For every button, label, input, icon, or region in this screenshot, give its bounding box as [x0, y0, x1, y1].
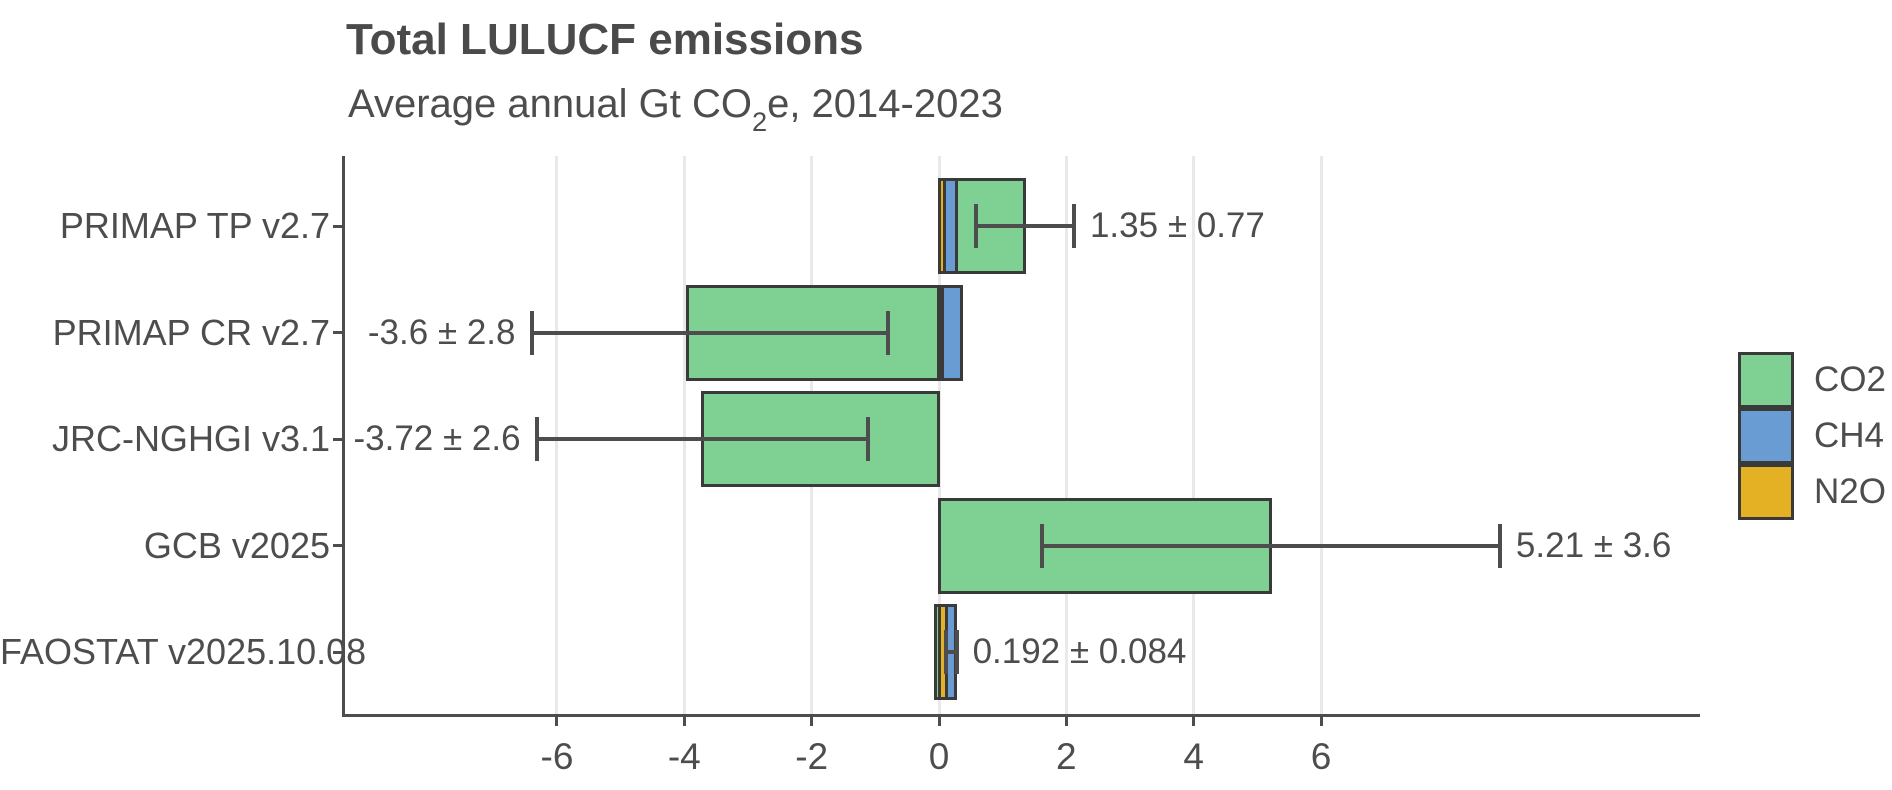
x-axis-tick-label: 2: [1056, 736, 1077, 777]
chart-subtitle: Average annual Gt CO2e, 2014-2023: [348, 82, 1003, 135]
x-axis-tick-label: 0: [928, 736, 950, 777]
y-axis-tick: [333, 544, 342, 547]
error-bar-cap: [886, 310, 891, 355]
gridline: [555, 156, 559, 715]
error-bar-cap: [954, 630, 959, 674]
error-bar-line: [1041, 543, 1500, 548]
subtitle-subscript: 2: [751, 105, 768, 137]
y-axis-tick: [333, 650, 342, 654]
error-bar-cap: [1039, 523, 1044, 568]
legend-swatch-co2: [1738, 352, 1794, 408]
x-axis-tick: [937, 717, 941, 726]
error-bar-line: [975, 224, 1074, 228]
y-axis-line: [342, 156, 345, 717]
y-axis-label: PRIMAP TP v2.7: [59, 205, 330, 246]
bar-segment-ch4: [941, 284, 963, 381]
error-bar-cap: [973, 204, 978, 248]
y-axis-label: GCB v2025: [143, 524, 330, 566]
x-axis-tick: [1319, 717, 1323, 726]
gridline: [682, 156, 686, 715]
error-bar-cap: [534, 417, 539, 461]
gridline: [1192, 156, 1196, 715]
chart-title: Total LULUCF emissions: [346, 15, 864, 64]
gridline: [1064, 156, 1068, 715]
x-axis-tick: [1192, 717, 1196, 726]
legend-label-n2o: N2O: [1814, 472, 1886, 511]
value-label: 1.35 ± 0.77: [1089, 206, 1265, 245]
legend-swatch-ch4: [1738, 408, 1794, 464]
error-bar-line: [945, 650, 957, 654]
x-axis-tick: [810, 717, 814, 726]
x-axis-tick-label: 4: [1183, 736, 1204, 777]
error-bar-cap: [1497, 523, 1502, 568]
subtitle-suffix: e, 2014-2023: [767, 82, 1003, 126]
y-axis-tick: [333, 331, 342, 334]
x-axis-tick: [682, 717, 686, 726]
legend-swatch-n2o: [1738, 464, 1794, 520]
legend-label-ch4: CH4: [1814, 416, 1885, 455]
bar-segment-co2: [933, 604, 941, 700]
y-axis-label: JRC-NGHGI v3.1: [51, 418, 330, 459]
y-axis-tick: [333, 224, 342, 228]
x-axis-tick-label: -6: [540, 736, 574, 777]
error-bar-cap: [865, 417, 870, 461]
x-axis-tick: [1064, 717, 1068, 726]
x-axis-tick: [555, 717, 559, 726]
y-axis-label: FAOSTAT v2025.10.08: [0, 631, 367, 672]
legend-label-co2: CO2: [1814, 360, 1886, 399]
value-label: -3.6 ± 2.8: [367, 312, 516, 352]
error-bar-cap: [1071, 204, 1076, 248]
x-axis-tick-label: -2: [795, 736, 829, 777]
x-axis-line: [342, 714, 1700, 717]
value-label: -3.72 ± 2.6: [353, 419, 521, 458]
error-bar-cap: [943, 630, 948, 674]
x-axis-tick-label: -4: [667, 736, 701, 777]
error-bar-line: [531, 330, 889, 335]
error-bar-line: [536, 437, 868, 441]
y-axis-label: PRIMAP CR v2.7: [52, 311, 330, 353]
gridline: [1319, 156, 1323, 715]
value-label: 5.21 ± 3.6: [1515, 525, 1672, 565]
y-axis-tick: [333, 437, 342, 441]
value-label: 0.192 ± 0.084: [972, 632, 1187, 671]
error-bar-cap: [529, 310, 534, 355]
subtitle-prefix: Average annual Gt CO: [348, 82, 752, 126]
x-axis-tick-label: 6: [1310, 736, 1332, 777]
